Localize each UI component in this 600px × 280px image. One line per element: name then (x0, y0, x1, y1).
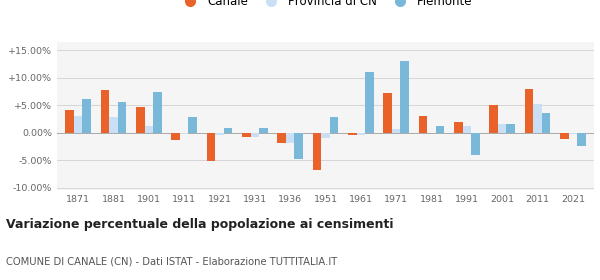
Text: Variazione percentuale della popolazione ai censimenti: Variazione percentuale della popolazione… (6, 218, 394, 231)
Bar (321, 133, 330, 138)
Bar (286, 133, 295, 143)
Bar (82, 99, 91, 133)
Bar (533, 104, 542, 133)
Bar (471, 133, 479, 155)
Bar (215, 133, 224, 136)
Bar (207, 133, 215, 161)
Bar (251, 133, 259, 137)
Bar (145, 126, 153, 133)
Bar (463, 125, 471, 133)
Text: COMUNE DI CANALE (CN) - Dati ISTAT - Elaborazione TUTTITALIA.IT: COMUNE DI CANALE (CN) - Dati ISTAT - Ela… (6, 256, 337, 267)
Bar (277, 133, 286, 143)
Bar (383, 93, 392, 133)
Bar (118, 102, 126, 133)
Bar (180, 133, 188, 134)
Bar (392, 129, 400, 133)
Legend: Canale, Provincia di CN, Piemonte: Canale, Provincia di CN, Piemonte (175, 0, 476, 11)
Bar (490, 105, 498, 133)
Bar (224, 128, 232, 133)
Bar (454, 122, 463, 133)
Bar (242, 133, 251, 137)
Bar (74, 116, 82, 133)
Bar (188, 117, 197, 133)
Bar (400, 61, 409, 133)
Bar (498, 124, 506, 133)
Bar (295, 133, 303, 159)
Bar (259, 128, 268, 133)
Bar (577, 133, 586, 146)
Bar (153, 92, 161, 133)
Bar (356, 133, 365, 135)
Bar (313, 133, 321, 170)
Bar (436, 125, 444, 133)
Bar (136, 107, 145, 133)
Bar (365, 72, 374, 133)
Bar (506, 124, 515, 133)
Bar (101, 90, 109, 133)
Bar (569, 133, 577, 134)
Bar (65, 109, 74, 133)
Bar (348, 133, 356, 136)
Bar (419, 116, 427, 133)
Bar (172, 133, 180, 140)
Bar (525, 89, 533, 133)
Bar (560, 133, 569, 139)
Bar (542, 113, 550, 133)
Bar (330, 117, 338, 133)
Bar (109, 117, 118, 133)
